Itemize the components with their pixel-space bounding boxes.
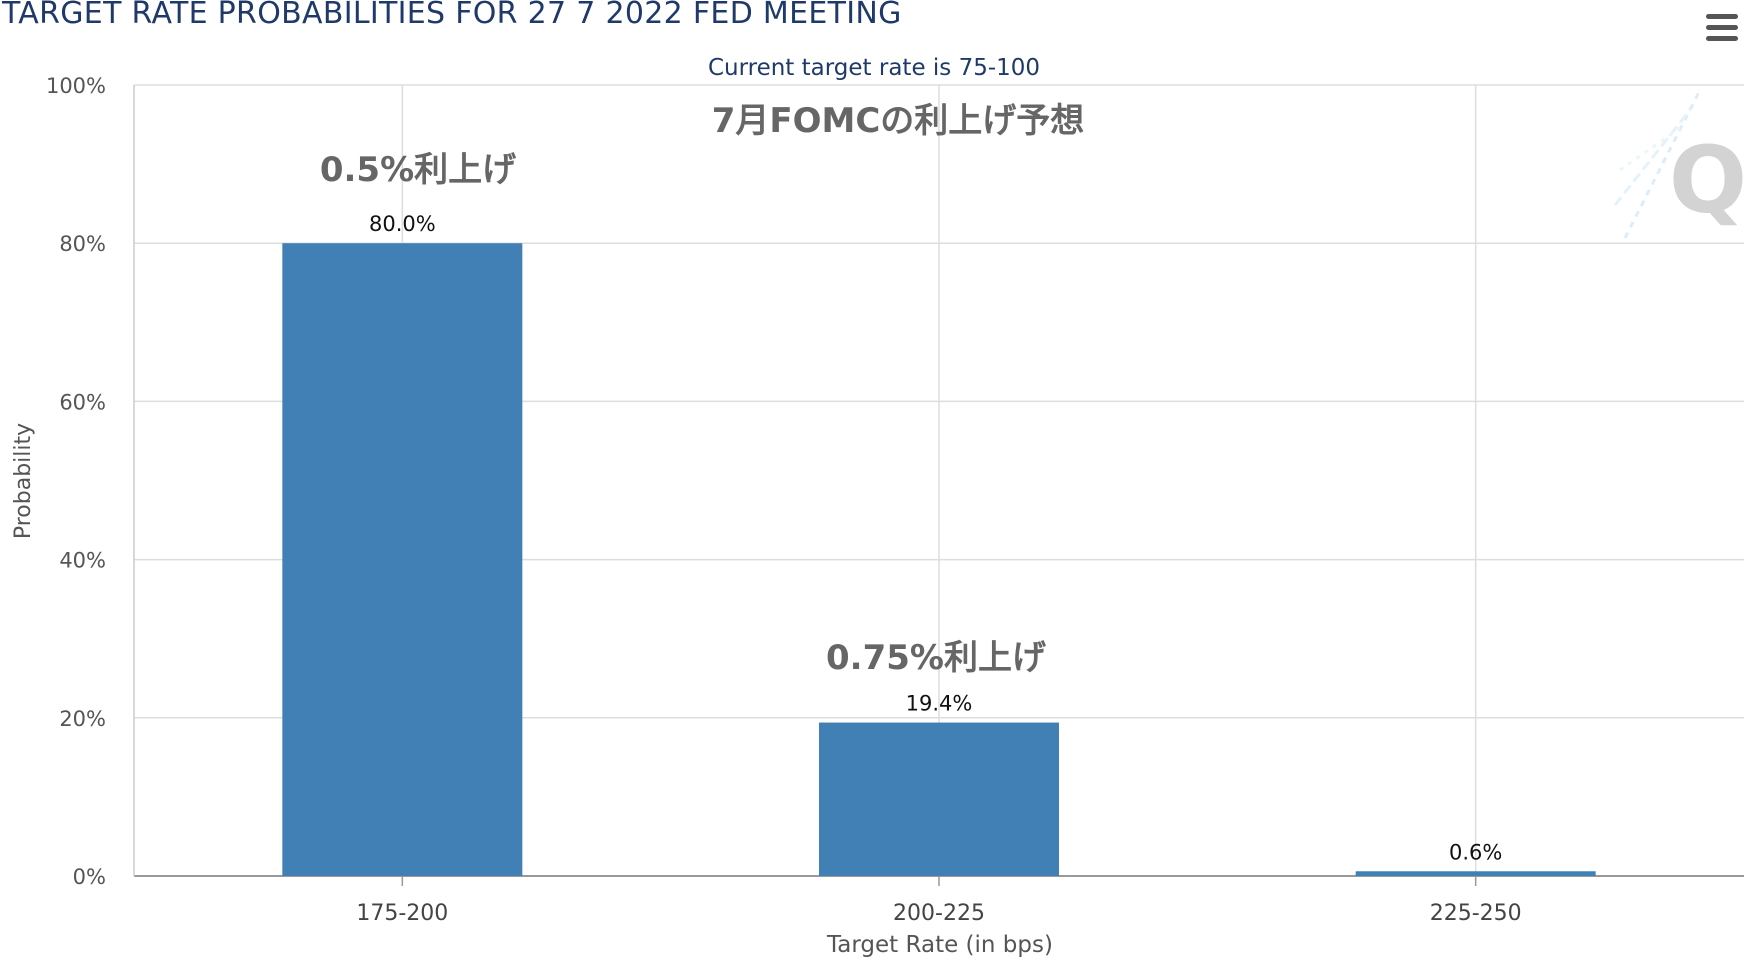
data-label: 0.6% (1449, 840, 1502, 864)
y-tick-label: 100% (46, 74, 106, 98)
data-label: 19.4% (906, 692, 973, 716)
x-tick-label: 200-225 (893, 901, 985, 926)
y-axis-title: Probability (11, 423, 36, 539)
bars-layer (282, 243, 1596, 876)
bar-200-225 (819, 722, 1059, 876)
svg-text:Q: Q (1669, 127, 1747, 234)
y-tick-label: 0% (73, 865, 106, 889)
bar-225-250 (1355, 871, 1596, 876)
x-tick-label: 175-200 (356, 901, 448, 926)
y-tick-label: 20% (59, 707, 106, 731)
labels-layer: 0% 20% 40% 60% 80% 100% 80.0% 175-200 19.4% 200-2… (46, 74, 1522, 926)
annotation-bar-1: 0.5%利上げ (320, 150, 516, 190)
x-axis-title: Target Rate (in bps) (826, 932, 1053, 958)
chart-title: TARGET RATE PROBABILITIES FOR 27 7 2022 … (2, 0, 902, 31)
x-tick-label: 225-250 (1430, 901, 1522, 926)
annotation-headline: 7月FOMCの利上げ予想 (712, 101, 1085, 141)
y-tick-label: 80% (59, 232, 106, 256)
q-logo-watermark: Q (1613, 89, 1747, 239)
data-label: 80.0% (369, 212, 436, 236)
y-tick-label: 60% (59, 390, 106, 414)
bar-175-200 (282, 243, 523, 876)
y-tick-label: 40% (59, 549, 106, 573)
hamburger-menu-icon[interactable] (1706, 14, 1738, 42)
annotation-bar-2: 0.75%利上げ (826, 638, 1046, 678)
chart-subtitle: Current target rate is 75-100 (708, 55, 1040, 81)
